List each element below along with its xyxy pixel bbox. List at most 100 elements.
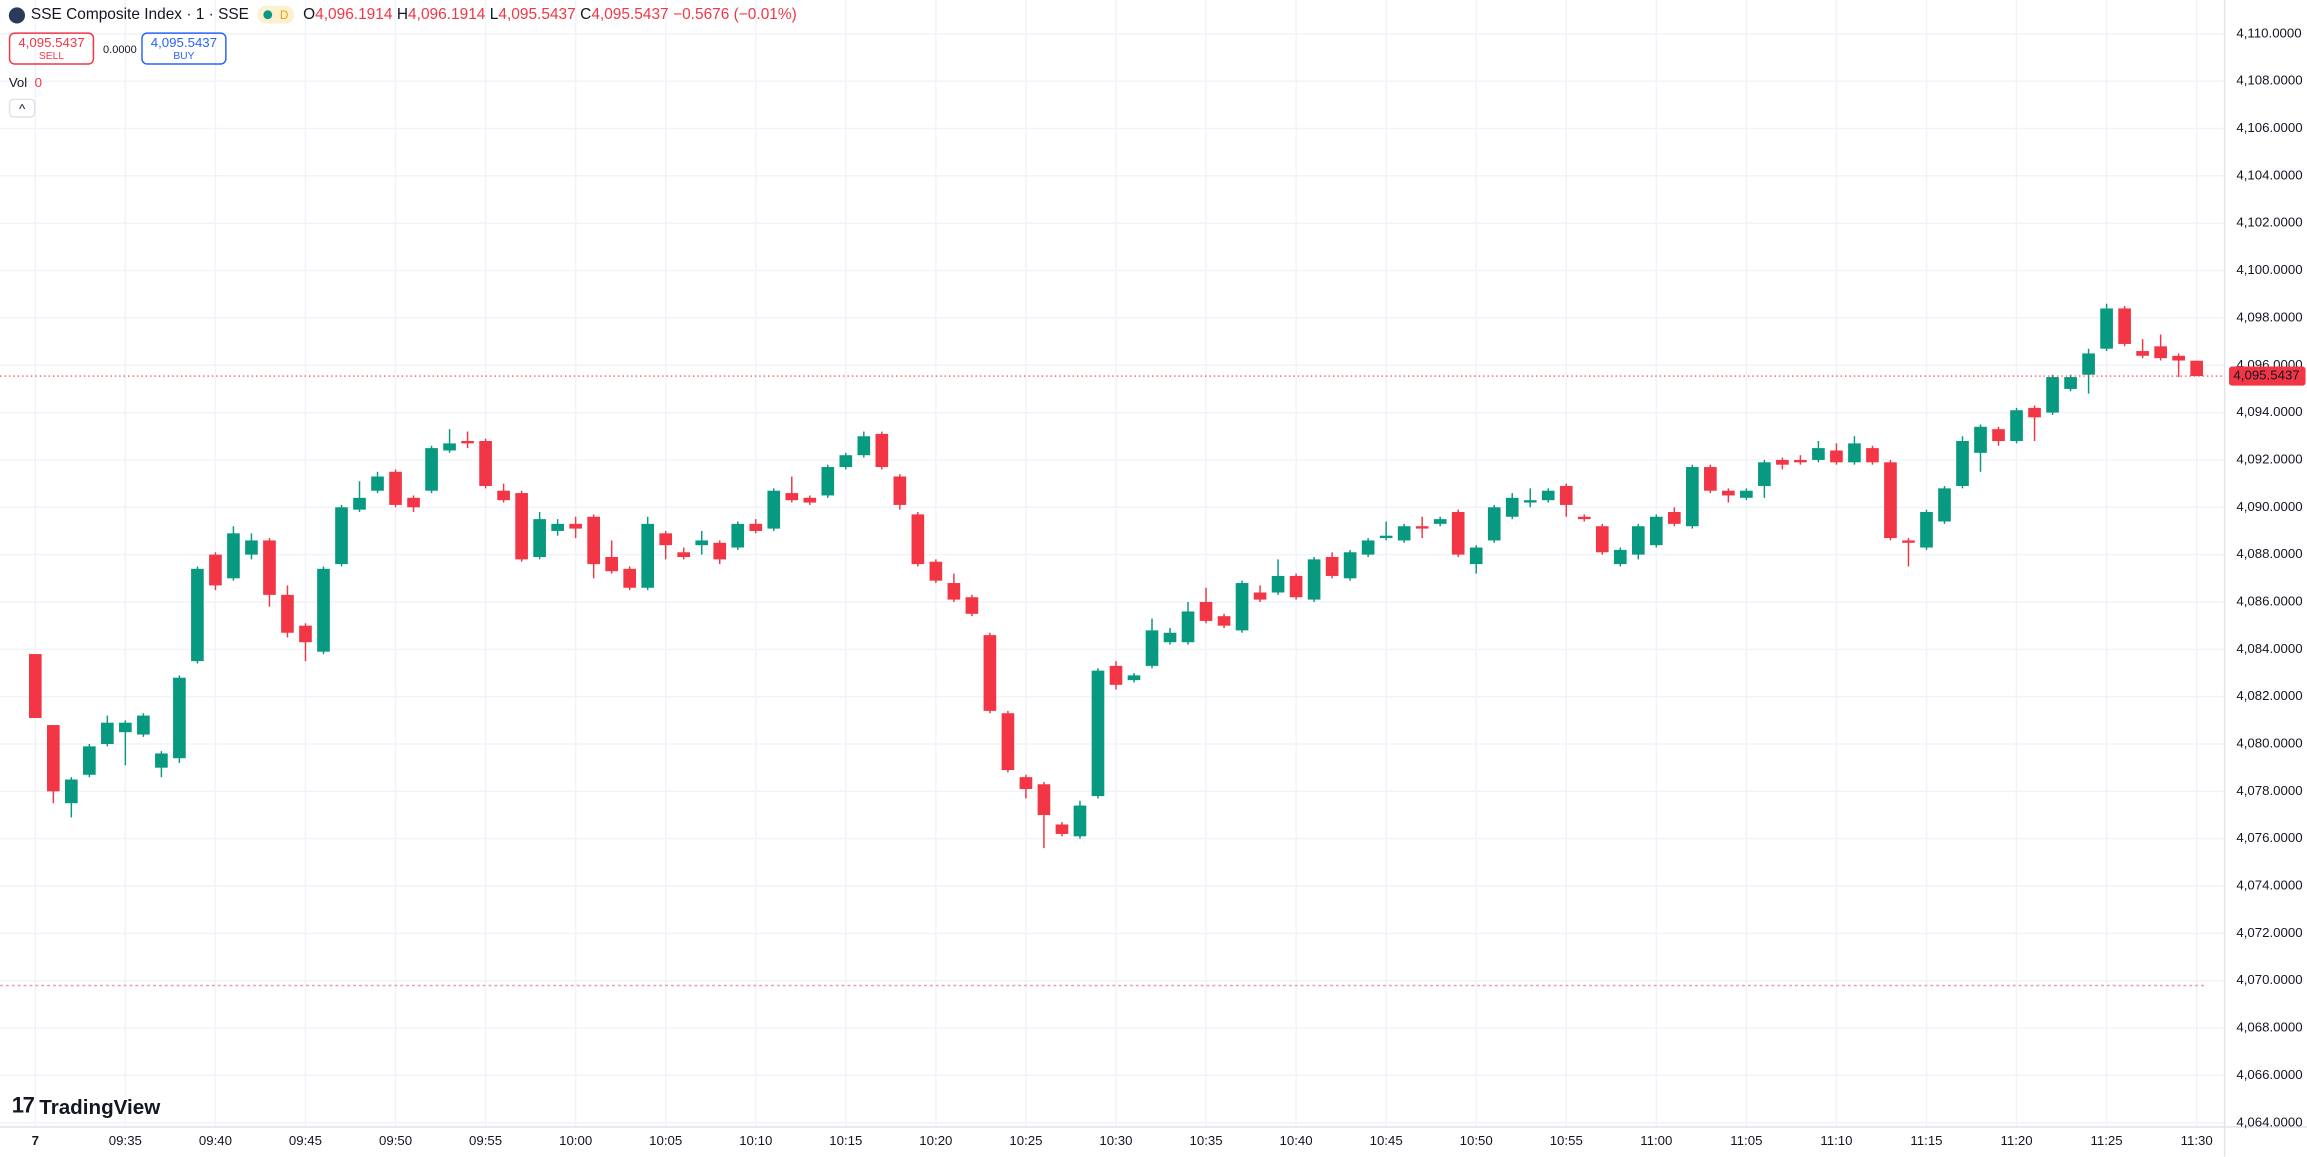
price-label-box xyxy=(2229,366,2306,386)
candle-body xyxy=(2028,407,2041,418)
candle-body xyxy=(641,523,655,588)
y-tick-label: 4,088.0000 xyxy=(2236,546,2302,561)
candle-body xyxy=(281,594,294,633)
candle-body xyxy=(1487,507,1501,541)
y-tick-label: 4,090.0000 xyxy=(2236,499,2302,514)
y-tick-label: 4,074.0000 xyxy=(2236,878,2302,893)
candle-body xyxy=(1595,526,1609,553)
x-tick-label: 11:20 xyxy=(2000,1133,2032,1148)
candle-body xyxy=(425,448,438,491)
candle-body xyxy=(1902,540,1915,543)
candle-body xyxy=(947,583,961,600)
x-tick-label: 11:10 xyxy=(1820,1133,1852,1148)
candle-body xyxy=(1253,592,1267,600)
x-tick-label: 10:50 xyxy=(1460,1133,1493,1148)
candle-body xyxy=(749,523,763,531)
brand-logo[interactable]: 17 TradingView xyxy=(11,1093,161,1119)
y-tick-label: 4,080.0000 xyxy=(2236,736,2302,751)
candle-body xyxy=(1019,777,1033,789)
candle-body xyxy=(1956,441,1969,486)
ohlc-key: L xyxy=(489,5,499,24)
y-tick-label: 4,076.0000 xyxy=(2236,830,2302,845)
sell-label: SELL xyxy=(38,51,65,62)
market-status[interactable]: D xyxy=(257,5,295,24)
candle-body xyxy=(227,533,240,579)
brand-text: TradingView xyxy=(39,1093,161,1118)
candle-body xyxy=(1740,490,1753,498)
candle-body xyxy=(2154,346,2167,359)
x-tick-label: 11:30 xyxy=(2181,1133,2213,1148)
x-tick-label: 10:30 xyxy=(1099,1133,1132,1148)
ohlc-value: 4,095.5437 xyxy=(591,5,669,24)
candle-body xyxy=(1289,575,1303,598)
candle-body xyxy=(2082,353,2095,375)
candle-body xyxy=(299,625,312,643)
candle-body xyxy=(1686,467,1699,527)
candle-body xyxy=(1181,611,1195,643)
candle-body xyxy=(983,635,997,711)
candle-body xyxy=(533,519,546,557)
buy-label: BUY xyxy=(173,51,195,62)
change: −0.5676 (−0.01%) xyxy=(673,5,797,24)
candle-body xyxy=(1830,450,1843,463)
candle-body xyxy=(2118,308,2131,344)
volume: Vol 0 xyxy=(9,75,42,90)
candle-body xyxy=(551,523,564,531)
x-tick-label: 11:15 xyxy=(1910,1133,1942,1148)
volume-value: 0 xyxy=(34,75,42,90)
candle-body xyxy=(875,433,889,468)
y-tick-label: 4,110.0000 xyxy=(2236,25,2301,40)
candle-body xyxy=(1974,426,1987,453)
x-tick-label: 09:50 xyxy=(379,1133,412,1148)
candle-body xyxy=(443,443,456,451)
candle-body xyxy=(515,493,528,560)
candle-body xyxy=(101,722,114,745)
x-tick-label: 10:10 xyxy=(739,1133,772,1148)
candle-body xyxy=(137,715,150,735)
candle-body xyxy=(1343,552,1357,579)
candle-body xyxy=(623,568,637,588)
x-tick-label: 10:25 xyxy=(1009,1133,1042,1148)
x-tick-label: 10:55 xyxy=(1550,1133,1583,1148)
candle-body xyxy=(191,568,204,662)
candle-body xyxy=(317,568,330,652)
candle-body xyxy=(893,476,907,505)
buy-button[interactable]: 4,095.5437 BUY xyxy=(141,32,227,65)
candle-body xyxy=(1415,526,1429,529)
y-tick-label: 4,100.0000 xyxy=(2236,262,2302,277)
ohlc-key: O xyxy=(303,5,316,24)
x-tick-label: 10:20 xyxy=(919,1133,952,1148)
y-tick-label: 4,086.0000 xyxy=(2236,593,2302,608)
candle-body xyxy=(1866,448,1879,463)
y-tick-label: 4,102.0000 xyxy=(2236,215,2302,230)
candle-body xyxy=(929,561,943,581)
volume-label: Vol xyxy=(8,75,28,90)
candle-body xyxy=(461,441,474,444)
sell-button[interactable]: 4,095.5437 SELL xyxy=(8,32,95,65)
candle-body xyxy=(1722,490,1735,496)
x-tick-label: 10:00 xyxy=(559,1133,592,1148)
candle-body xyxy=(1379,535,1393,539)
y-tick-label: 4,092.0000 xyxy=(2236,451,2302,466)
legend-header: SSE Composite Index · 1 · SSE D O 4,096.1… xyxy=(8,5,797,24)
y-tick-label: 4,082.0000 xyxy=(2236,688,2302,703)
x-tick-label: 10:15 xyxy=(829,1133,862,1148)
candle-body xyxy=(695,540,709,546)
y-tick-label: 4,070.0000 xyxy=(2236,972,2302,987)
x-tick-label: 10:35 xyxy=(1189,1133,1222,1148)
candle-body xyxy=(911,514,925,565)
price-label: 4,095.5437 xyxy=(2233,368,2299,383)
collapse-button[interactable]: ^ xyxy=(8,98,36,118)
candle-body xyxy=(65,779,78,804)
candle-body xyxy=(1145,630,1159,666)
candle-body xyxy=(2046,377,2059,413)
candle-body xyxy=(731,523,745,548)
candle-body xyxy=(1649,516,1663,546)
candle-body xyxy=(1361,540,1375,555)
candle-body xyxy=(1073,805,1087,837)
candle-body xyxy=(1397,526,1411,541)
y-tick-label: 4,064.0000 xyxy=(2236,1114,2302,1129)
symbol[interactable]: SSE Composite Index · 1 · SSE xyxy=(30,5,249,24)
candle-body xyxy=(659,533,673,546)
